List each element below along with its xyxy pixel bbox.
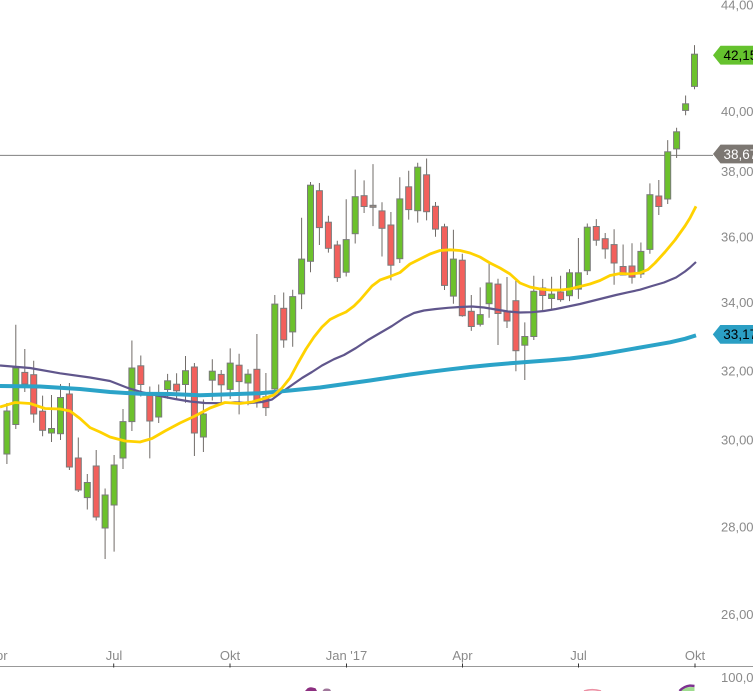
svg-text:Jul: Jul xyxy=(106,648,123,663)
svg-text:100,0: 100,0 xyxy=(721,670,753,685)
svg-text:42,15: 42,15 xyxy=(724,48,753,63)
svg-text:30,00: 30,00 xyxy=(721,433,753,448)
svg-text:44,00: 44,00 xyxy=(721,0,753,13)
svg-text:34,00: 34,00 xyxy=(721,295,753,310)
svg-text:Jan '17: Jan '17 xyxy=(326,648,368,663)
svg-text:26,00: 26,00 xyxy=(721,607,753,622)
svg-text:Jul: Jul xyxy=(570,648,587,663)
svg-text:40,00: 40,00 xyxy=(721,104,753,119)
svg-text:28,00: 28,00 xyxy=(721,520,753,535)
svg-text:38,00: 38,00 xyxy=(721,164,753,179)
svg-text:Okt: Okt xyxy=(220,648,241,663)
svg-text:33,17: 33,17 xyxy=(723,327,753,342)
svg-text:Okt: Okt xyxy=(685,648,706,663)
svg-text:32,00: 32,00 xyxy=(721,364,753,379)
svg-text:Apr: Apr xyxy=(0,648,8,663)
svg-text:Apr: Apr xyxy=(452,648,473,663)
svg-text:36,00: 36,00 xyxy=(721,230,753,245)
svg-text:38,67: 38,67 xyxy=(724,147,753,162)
